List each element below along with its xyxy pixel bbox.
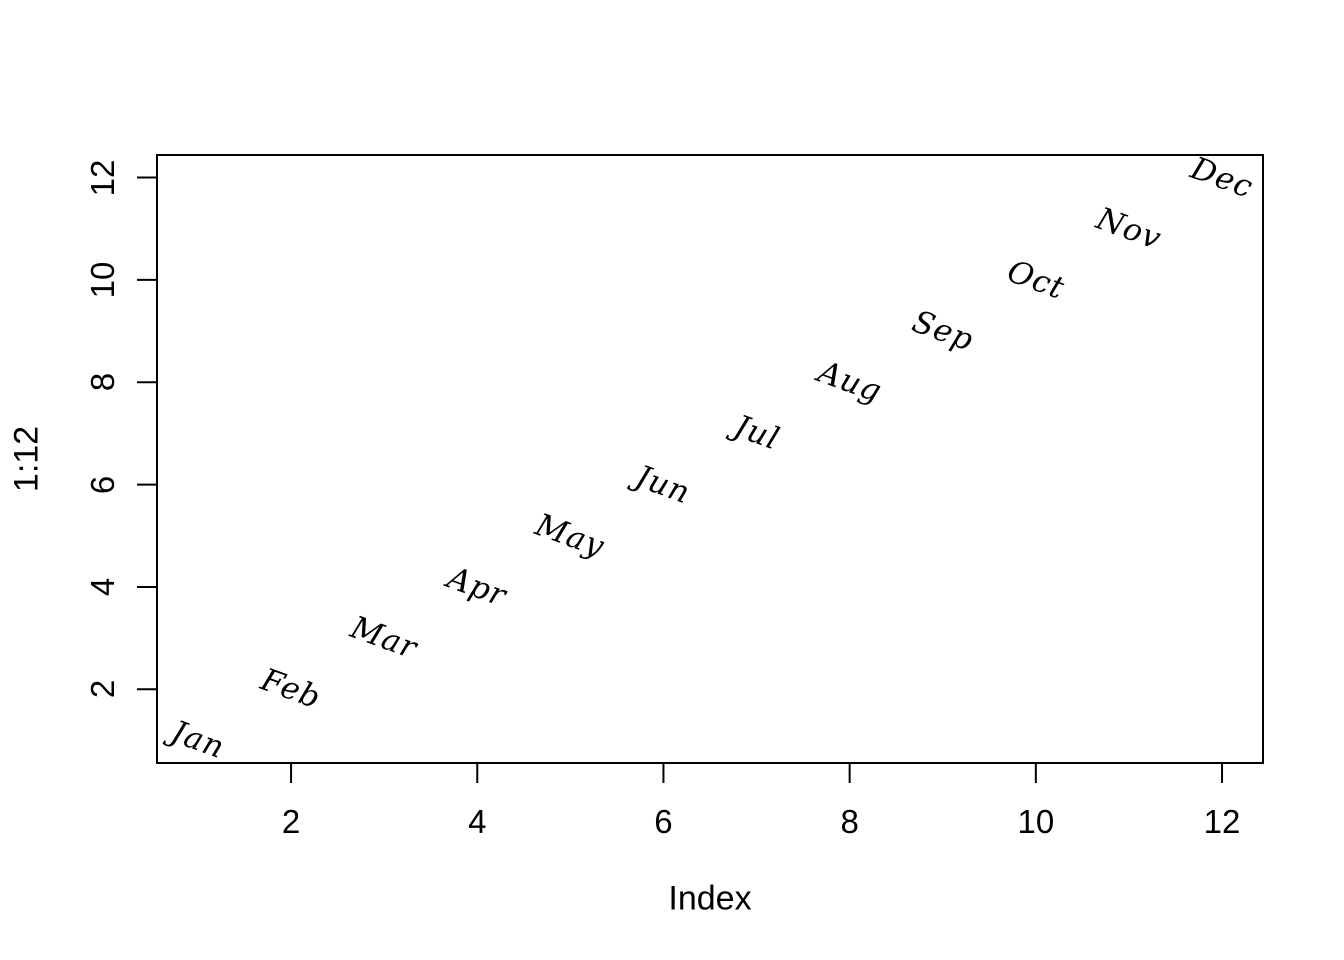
- axis-tick-marks: [137, 176, 1224, 783]
- y-axis-title: 1:12: [7, 425, 46, 493]
- x-tick-label: 4: [468, 803, 487, 840]
- y-tick-label: 8: [84, 373, 121, 392]
- plot-box-border: [156, 154, 1264, 764]
- x-tick-label: 2: [281, 803, 301, 840]
- y-tick-label: 2: [84, 680, 121, 699]
- y-tick-label: 12: [84, 159, 121, 196]
- x-axis-title: Index: [668, 879, 752, 918]
- y-tick-label: 6: [84, 475, 121, 494]
- x-tick-label: 10: [1017, 803, 1055, 840]
- x-tick-label: 12: [1203, 803, 1241, 840]
- x-tick-label: 6: [654, 803, 673, 840]
- x-tick-label: 8: [840, 803, 859, 840]
- y-tick-label: 10: [84, 261, 121, 299]
- y-tick-label: 4: [84, 577, 121, 597]
